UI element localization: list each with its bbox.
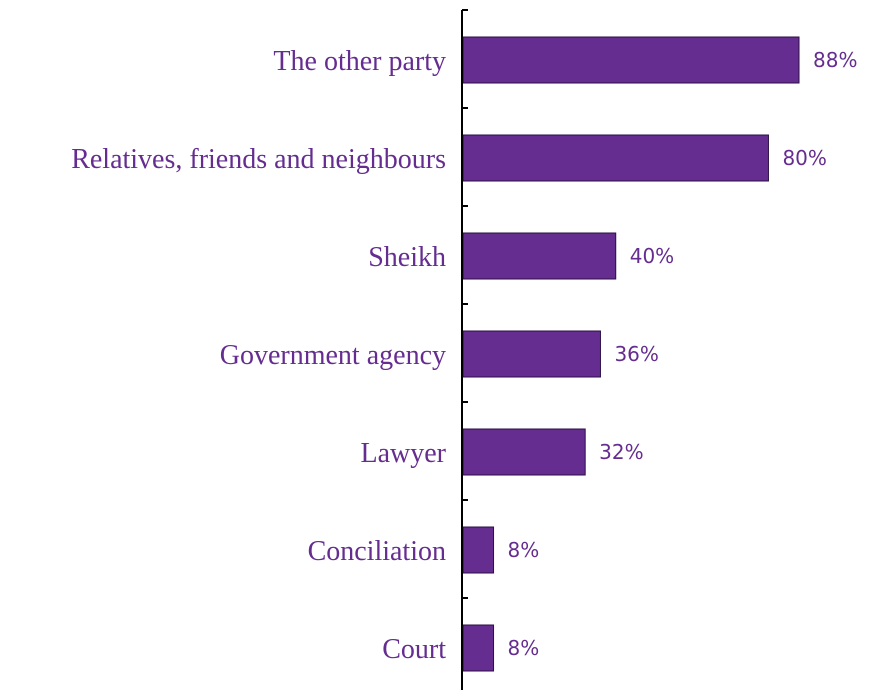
- bar: [462, 330, 601, 378]
- bars-layer: [462, 36, 800, 672]
- value-label: 32%: [599, 440, 643, 464]
- value-label: 80%: [782, 146, 826, 170]
- category-label: Relatives, friends and neighbours: [71, 144, 446, 175]
- value-label: 40%: [630, 244, 674, 268]
- bar: [462, 36, 800, 84]
- value-labels: 88% 80% 40% 36% 32% 8% 8%: [508, 48, 858, 660]
- bar: [462, 428, 586, 476]
- bar: [462, 232, 617, 280]
- value-label: 8%: [508, 538, 540, 562]
- bar: [462, 526, 495, 574]
- value-label: 8%: [508, 636, 540, 660]
- category-label: Government agency: [220, 340, 446, 371]
- category-labels: The other party Relatives, friends and ne…: [71, 46, 446, 665]
- category-label: Conciliation: [308, 536, 446, 567]
- category-label: Sheikh: [368, 242, 446, 273]
- category-label: Court: [382, 634, 446, 665]
- category-label: Lawyer: [360, 438, 446, 469]
- value-label: 36%: [614, 342, 658, 366]
- bar: [462, 134, 769, 182]
- category-label: The other party: [273, 46, 446, 77]
- value-label: 88%: [813, 48, 857, 72]
- bar: [462, 624, 495, 672]
